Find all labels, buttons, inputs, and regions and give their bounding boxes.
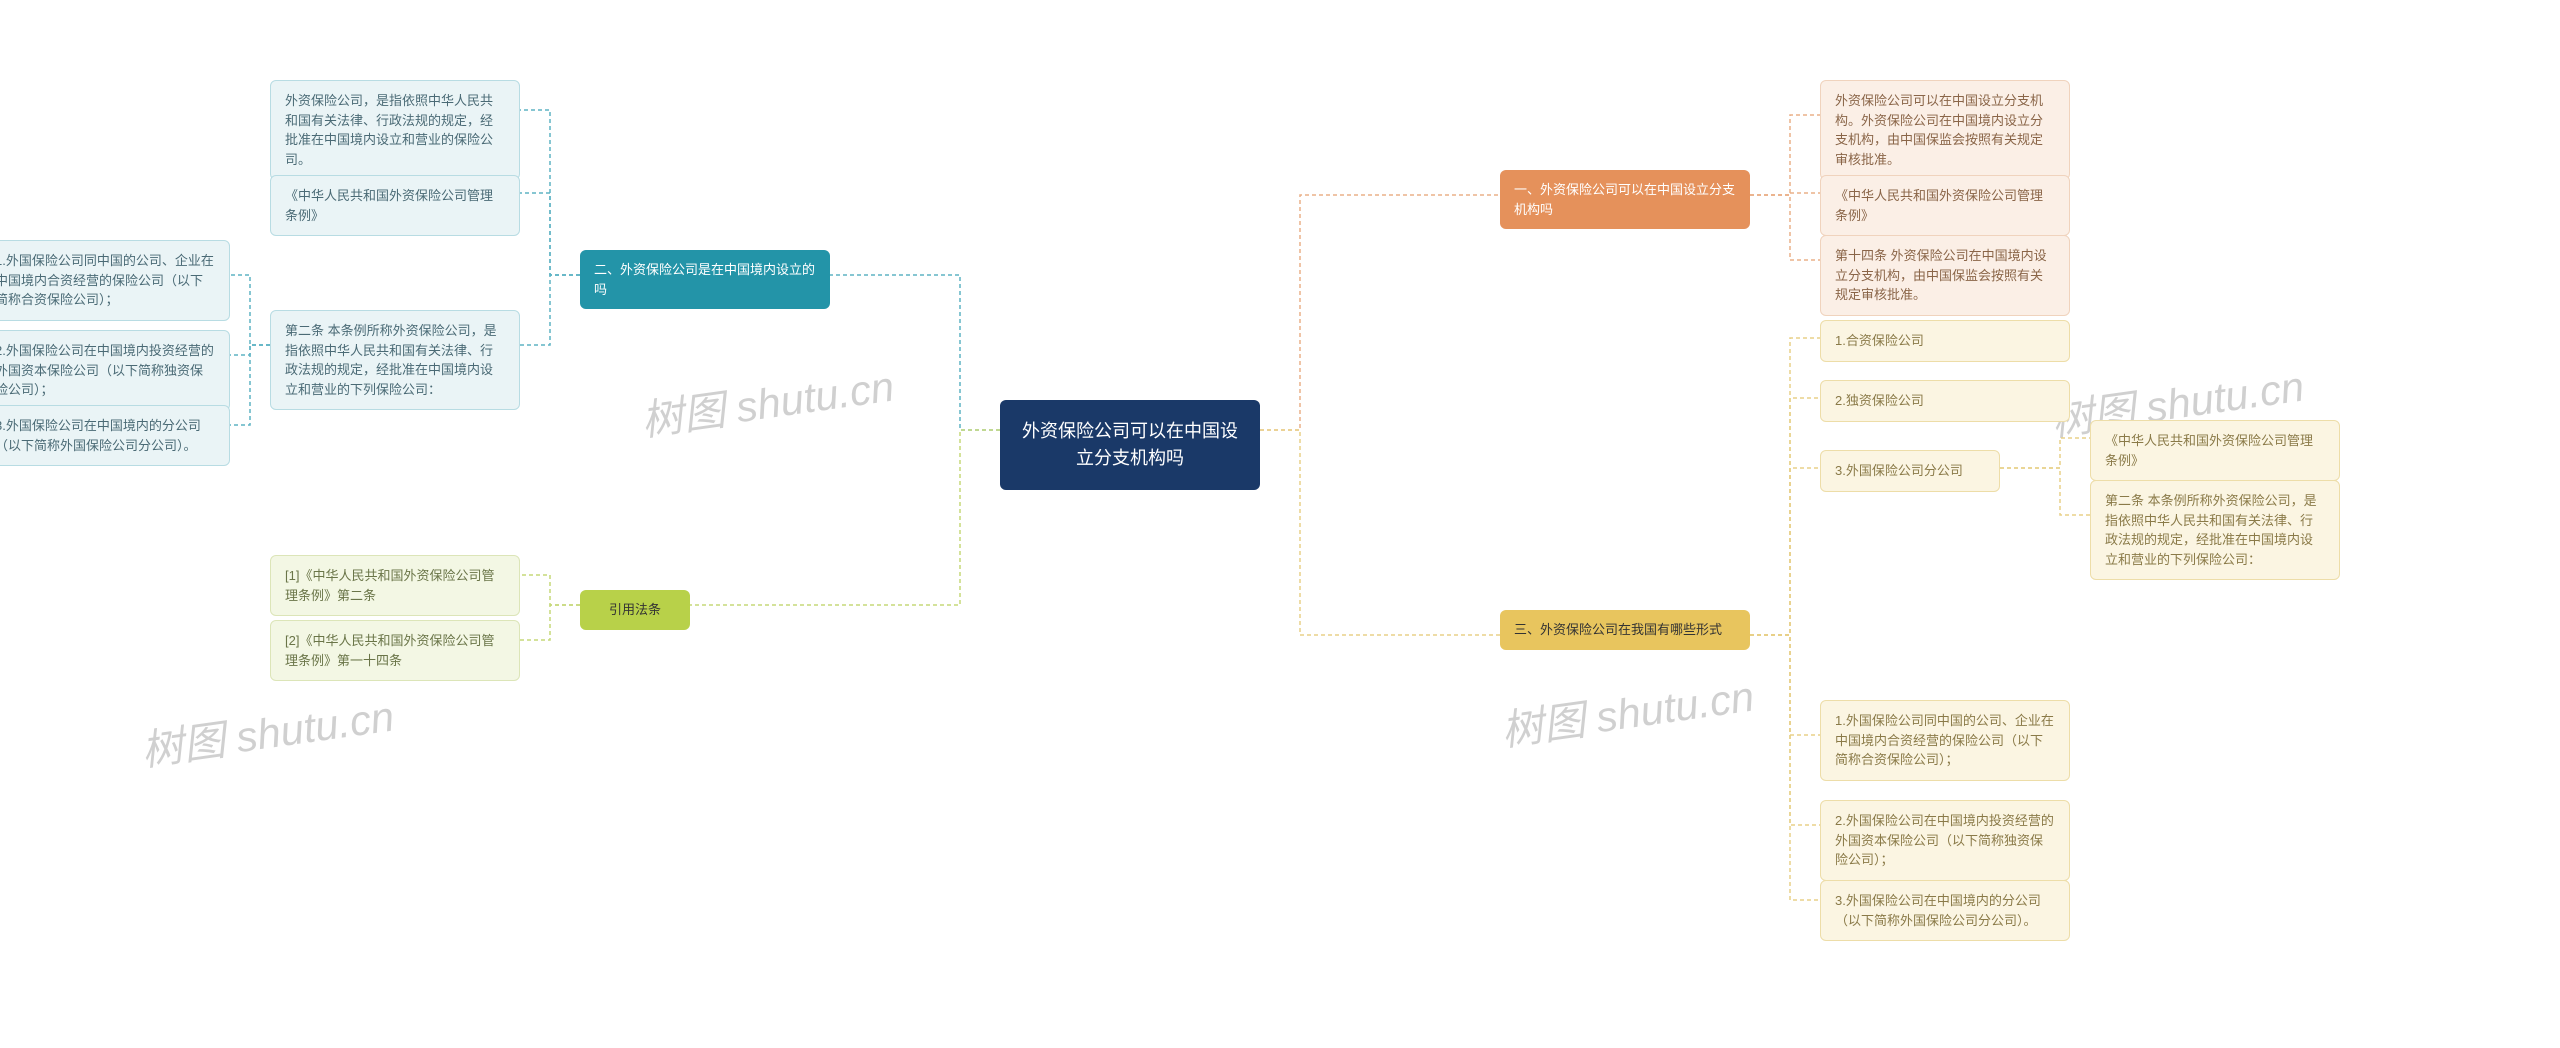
watermark: 树图 shutu.cn xyxy=(137,683,397,779)
leaf-node[interactable]: 外资保险公司可以在中国设立分支机构。外资保险公司在中国境内设立分支机构，由中国保… xyxy=(1820,80,2070,180)
leaf-node[interactable]: 3.外国保险公司在中国境内的分公司（以下简称外国保险公司分公司）。 xyxy=(0,405,230,466)
watermark: 树图 shutu.cn xyxy=(637,353,897,449)
leaf-node[interactable]: 第二条 本条例所称外资保险公司，是指依照中华人民共和国有关法律、行政法规的规定，… xyxy=(270,310,520,410)
leaf-node[interactable]: [1]《中华人民共和国外资保险公司管理条例》第二条 xyxy=(270,555,520,616)
leaf-node[interactable]: 第十四条 外资保险公司在中国境内设立分支机构，由中国保监会按照有关规定审核批准。 xyxy=(1820,235,2070,316)
branch-section-3[interactable]: 三、外资保险公司在我国有哪些形式 xyxy=(1500,610,1750,650)
leaf-node[interactable]: 外资保险公司，是指依照中华人民共和国有关法律、行政法规的规定，经批准在中国境内设… xyxy=(270,80,520,180)
leaf-node[interactable]: 1.外国保险公司同中国的公司、企业在中国境内合资经营的保险公司（以下简称合资保险… xyxy=(1820,700,2070,781)
leaf-node[interactable]: 2.独资保险公司 xyxy=(1820,380,2070,422)
leaf-node[interactable]: 《中华人民共和国外资保险公司管理条例》 xyxy=(1820,175,2070,236)
leaf-node[interactable]: 《中华人民共和国外资保险公司管理条例》 xyxy=(2090,420,2340,481)
leaf-node[interactable]: 1.合资保险公司 xyxy=(1820,320,2070,362)
leaf-node[interactable]: 第二条 本条例所称外资保险公司，是指依照中华人民共和国有关法律、行政法规的规定，… xyxy=(2090,480,2340,580)
leaf-node[interactable]: 3.外国保险公司在中国境内的分公司（以下简称外国保险公司分公司）。 xyxy=(1820,880,2070,941)
leaf-node[interactable]: [2]《中华人民共和国外资保险公司管理条例》第一十四条 xyxy=(270,620,520,681)
leaf-node[interactable]: 2.外国保险公司在中国境内投资经营的外国资本保险公司（以下简称独资保险公司）； xyxy=(1820,800,2070,881)
leaf-node[interactable]: 2.外国保险公司在中国境内投资经营的外国资本保险公司（以下简称独资保险公司）； xyxy=(0,330,230,411)
branch-citations[interactable]: 引用法条 xyxy=(580,590,690,630)
branch-section-2[interactable]: 二、外资保险公司是在中国境内设立的吗 xyxy=(580,250,830,309)
branch-section-1[interactable]: 一、外资保险公司可以在中国设立分支机构吗 xyxy=(1500,170,1750,229)
leaf-node[interactable]: 《中华人民共和国外资保险公司管理条例》 xyxy=(270,175,520,236)
watermark: 树图 shutu.cn xyxy=(1497,663,1757,759)
leaf-node[interactable]: 1.外国保险公司同中国的公司、企业在中国境内合资经营的保险公司（以下简称合资保险… xyxy=(0,240,230,321)
leaf-node[interactable]: 3.外国保险公司分公司 xyxy=(1820,450,2000,492)
mindmap-root[interactable]: 外资保险公司可以在中国设立分支机构吗 xyxy=(1000,400,1260,490)
